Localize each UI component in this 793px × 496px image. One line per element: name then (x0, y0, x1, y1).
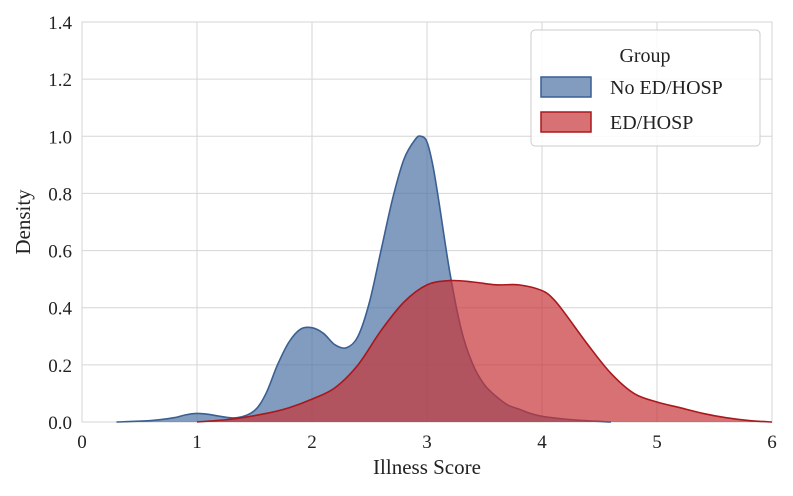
tick-labels: 0 1 2 3 4 5 6 0.0 0.2 0.4 0.6 0.8 1.0 1.2 1.4 (48, 13, 777, 453)
density-areas (116, 135, 773, 423)
legend: Group No ED/HOSP ED/HOSP (530, 29, 761, 147)
legend-label-ed-hosp: ED/HOSP (610, 112, 693, 134)
legend-label-no-ed-hosp: No ED/HOSP (610, 77, 723, 99)
y-tick-label: 1.2 (48, 70, 72, 91)
density-line-ed-hosp (196, 279, 773, 423)
density-area-ed-hosp (197, 280, 772, 422)
legend-swatch-ed-hosp (540, 111, 592, 133)
x-tick-label: 0 (77, 432, 87, 453)
y-axis-label: Density (11, 189, 35, 255)
y-tick-label: 1.0 (48, 127, 72, 148)
x-tick-label: 6 (767, 432, 777, 453)
x-tick-label: 4 (537, 432, 547, 453)
y-tick-label: 0.4 (48, 299, 72, 320)
x-tick-label: 1 (192, 432, 202, 453)
legend-swatch-no-ed-hosp (540, 76, 592, 98)
y-tick-label: 1.4 (48, 13, 72, 34)
y-tick-label: 0.8 (48, 184, 72, 205)
x-tick-label: 2 (307, 432, 317, 453)
y-tick-label: 0.2 (48, 356, 72, 377)
y-tick-label: 0.6 (48, 242, 72, 263)
legend-title: Group (619, 45, 670, 67)
x-axis-label: Illness Score (373, 455, 481, 479)
x-tick-label: 5 (652, 432, 662, 453)
y-tick-label: 0.0 (48, 413, 72, 434)
x-tick-label: 3 (422, 432, 432, 453)
